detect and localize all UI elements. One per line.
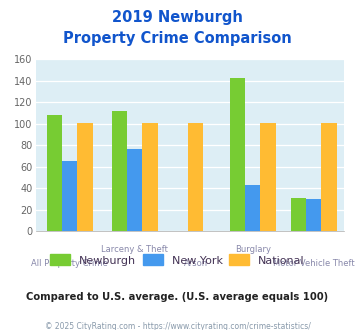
Legend: Newburgh, New York, National: Newburgh, New York, National [46,250,309,270]
Text: All Property Crime: All Property Crime [32,259,108,268]
Bar [245,185,261,231]
Bar [77,123,93,231]
Text: © 2025 CityRating.com - https://www.cityrating.com/crime-statistics/: © 2025 CityRating.com - https://www.city… [45,322,310,330]
Text: 2019 Newburgh: 2019 Newburgh [112,10,243,25]
Text: Property Crime Comparison: Property Crime Comparison [63,31,292,46]
Text: Larceny & Theft: Larceny & Theft [101,245,168,254]
Bar [291,198,306,231]
Text: Motor Vehicle Theft: Motor Vehicle Theft [273,259,355,268]
Text: Burglary: Burglary [235,245,271,254]
Bar [188,123,203,231]
Text: Arson: Arson [184,259,208,268]
Bar [47,115,62,231]
Bar [322,123,337,231]
Text: Compared to U.S. average. (U.S. average equals 100): Compared to U.S. average. (U.S. average … [26,292,329,302]
Bar [142,123,158,231]
Bar [306,199,322,231]
Bar [127,149,142,231]
Bar [112,111,127,231]
Bar [230,78,245,231]
Bar [261,123,276,231]
Bar [62,161,77,231]
